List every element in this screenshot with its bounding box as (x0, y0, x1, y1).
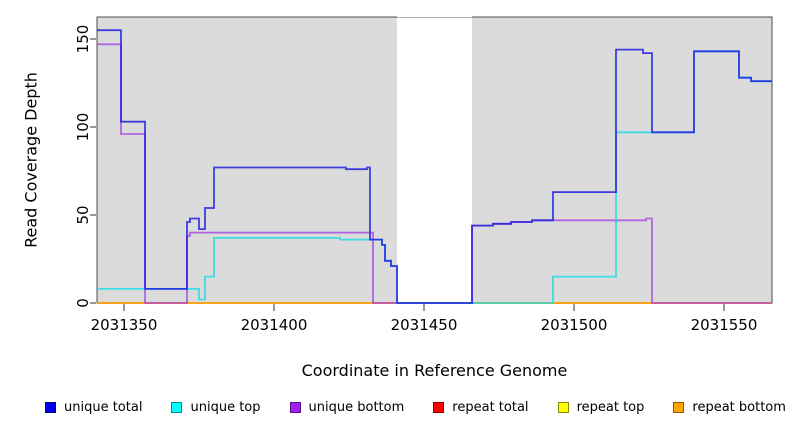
legend-label: repeat top (576, 399, 645, 415)
chart-svg: 2031350 2031400 2031450 2031500 2031550 0 50 10… (74, 11, 773, 334)
legend-item-unique-total: unique total (45, 400, 142, 415)
legend-label: repeat bottom (692, 399, 786, 415)
legend-swatch-unique-top (171, 401, 183, 413)
legend-item-repeat-bottom: repeat bottom (673, 400, 786, 415)
y-tick-label: 100 (74, 113, 92, 142)
x-tick-label: 2031500 (541, 316, 608, 334)
legend-swatch-repeat-total (433, 401, 445, 413)
gap-region (397, 11, 472, 303)
legend-swatch-unique-bottom (289, 401, 301, 413)
y-tick-label: 150 (74, 25, 92, 54)
x-tick-label: 2031450 (391, 316, 458, 334)
legend-swatch-repeat-top (557, 401, 569, 413)
y-tick-label: 50 (74, 205, 92, 224)
legend-item-repeat-top: repeat top (557, 399, 645, 415)
legend-swatch-repeat-bottom (673, 401, 685, 413)
legend-item-unique-top: unique top (171, 399, 261, 415)
x-tick-label: 2031400 (241, 316, 308, 334)
series-line-unique-total (97, 29, 772, 304)
legend: unique total unique top unique bottom repea… (45, 398, 786, 416)
x-axis-title: Coordinate in Reference Genome (301, 361, 568, 380)
legend-label: unique total (64, 399, 143, 415)
y-axis-title: Read Coverage Depth (21, 72, 41, 248)
x-tick-label: 2031350 (91, 316, 158, 334)
x-tick-label: 2031550 (691, 316, 758, 334)
legend-item-repeat-total: repeat total (433, 399, 529, 415)
legend-label: repeat total (452, 399, 529, 415)
legend-item-unique-bottom: unique bottom (289, 399, 405, 415)
legend-label: unique bottom (308, 399, 405, 415)
legend-label: unique top (190, 399, 261, 415)
y-tick-label: 0 (74, 298, 92, 308)
legend-swatch-unique-total (45, 401, 56, 413)
